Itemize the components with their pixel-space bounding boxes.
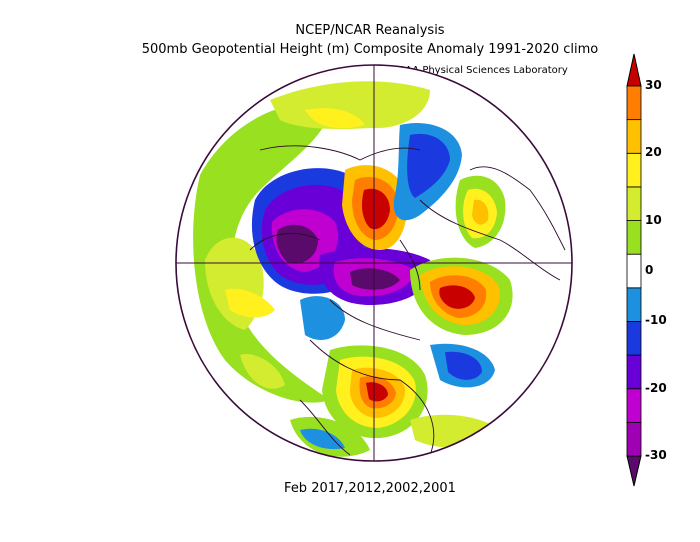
colorbar-bin <box>626 220 642 255</box>
map-boundary <box>175 64 573 462</box>
colorbar-bin <box>626 354 642 390</box>
colorbar-tick-label: 30 <box>645 78 662 92</box>
colorbar-bin <box>626 119 642 154</box>
colorbar-tick-label: 10 <box>645 212 662 227</box>
colorbar-tick-label: -30 <box>645 448 667 462</box>
colorbar-bin <box>626 253 642 289</box>
colorbar-bin <box>626 388 642 423</box>
colorbar-extend-high <box>626 53 642 87</box>
colorbar-tick-label: -20 <box>645 380 667 395</box>
date-footer: Feb 2017,2012,2002,2001 <box>284 481 456 496</box>
title-line-1: NCEP/NCAR Reanalysis <box>295 23 445 38</box>
colorbar-bin <box>626 421 642 457</box>
colorbar-tick-label: 0 <box>645 263 654 277</box>
title-line-2: 500mb Geopotential Height (m) Composite … <box>141 42 599 57</box>
colorbar-bin <box>626 321 642 356</box>
coastlines <box>249 145 566 456</box>
map-grid-lines <box>176 65 572 461</box>
colorbar-bin <box>626 287 642 322</box>
colorbar-bin <box>626 186 642 221</box>
credit-label: NOAA Physical Sciences Laboratory <box>390 65 568 76</box>
colorbar-tick-label: 20 <box>645 145 662 160</box>
colorbar-tick-label: -10 <box>645 313 667 328</box>
colorbar-bin <box>626 85 642 121</box>
colorbar-bin <box>626 152 642 188</box>
